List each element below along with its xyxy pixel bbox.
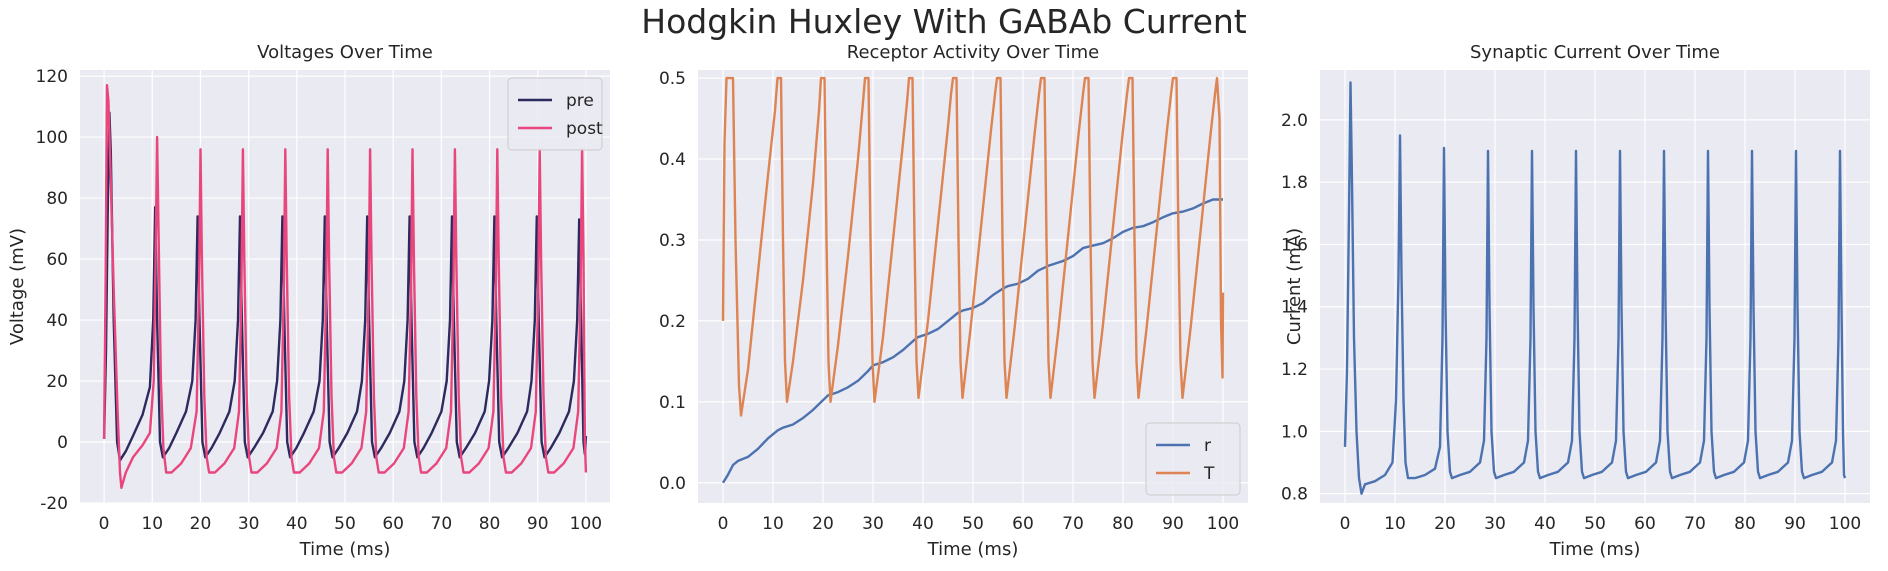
x-axis-label: Time (ms) xyxy=(927,539,1019,560)
y-tick-label: 20 xyxy=(46,372,68,392)
panel-1: 0 10 20 30 40 50 60 70 80 90 100 -20 0 20 40 60 80 100 120… xyxy=(7,42,610,560)
y-tick-label: 0.8 xyxy=(1281,485,1308,505)
series-line-pre xyxy=(102,111,588,462)
legend-label-post: post xyxy=(566,119,603,139)
x-tick-label: 70 xyxy=(1062,514,1084,534)
x-tick-label: 80 xyxy=(1112,514,1134,534)
x-axis-label: Time (ms) xyxy=(299,539,391,560)
y-tick-label: 0.1 xyxy=(659,393,686,413)
y-tick-label: 80 xyxy=(46,189,68,209)
x-tick-label: 60 xyxy=(1012,514,1034,534)
x-axis-label: Time (ms) xyxy=(1549,539,1641,560)
x-tick-label: 30 xyxy=(1484,514,1506,534)
y-tick-label: 1.6 xyxy=(1281,235,1308,255)
y-tick-label: 2.0 xyxy=(1281,111,1308,131)
y-tick-label: 1.8 xyxy=(1281,173,1308,193)
panel-2: 0 10 20 30 40 50 60 70 80 90 100 0.0 0.1 0.2 0.3 0.4 0.5… xyxy=(659,42,1248,560)
legend: rT xyxy=(1145,422,1241,496)
y-tick-label: 0.5 xyxy=(659,69,686,89)
x-tick-label: 10 xyxy=(762,514,784,534)
y-tick-label: 0.0 xyxy=(659,474,686,494)
x-tick-label: 20 xyxy=(812,514,834,534)
panel-title: Receptor Activity Over Time xyxy=(847,42,1099,63)
legend-box xyxy=(507,77,603,151)
x-tick-label: 20 xyxy=(1434,514,1456,534)
figure-title: Hodgkin Huxley With GABAb Current xyxy=(641,2,1247,41)
x-tick-label: 0 xyxy=(718,514,729,534)
x-tick-label: 100 xyxy=(1207,514,1239,534)
legend-box xyxy=(1145,422,1241,496)
y-tick-label: 0.2 xyxy=(659,312,686,332)
x-tick-label: 20 xyxy=(190,514,212,534)
y-tick-label: 0.3 xyxy=(659,231,686,251)
x-tick-label: 90 xyxy=(1162,514,1184,534)
series-line-T xyxy=(721,76,1225,417)
y-tick-label: 120 xyxy=(36,67,68,87)
legend-label-pre: pre xyxy=(566,91,594,111)
y-axis-label: Current (mA) xyxy=(1284,228,1305,345)
panel-3: 0 10 20 30 40 50 60 70 80 90 100 0.8 1.0 1.2 1.4 1.6 1.8… xyxy=(1281,42,1870,560)
panel-title: Voltages Over Time xyxy=(257,42,433,63)
x-tick-label: 40 xyxy=(1534,514,1556,534)
x-tick-label: 70 xyxy=(431,514,453,534)
y-axis-label: Voltage (mV) xyxy=(7,228,28,345)
x-tick-label: 40 xyxy=(912,514,934,534)
panel-title: Synaptic Current Over Time xyxy=(1470,42,1720,63)
x-tick-label: 100 xyxy=(570,514,602,534)
x-tick-label: 0 xyxy=(99,514,110,534)
x-tick-label: 40 xyxy=(286,514,308,534)
y-tick-label: 40 xyxy=(46,311,68,331)
series-line-current xyxy=(1343,81,1847,495)
y-tick-label: 1.0 xyxy=(1281,422,1308,442)
y-tick-label: 60 xyxy=(46,250,68,270)
legend: pre post xyxy=(507,77,603,151)
y-tick-label: 0.4 xyxy=(659,150,686,170)
x-tick-label: 30 xyxy=(862,514,884,534)
x-tick-label: 100 xyxy=(1829,514,1861,534)
x-tick-label: 60 xyxy=(382,514,404,534)
y-tick-label: 0 xyxy=(57,433,68,453)
x-tick-label: 10 xyxy=(141,514,163,534)
x-tick-label: 80 xyxy=(479,514,501,534)
x-tick-label: 10 xyxy=(1384,514,1406,534)
x-tick-label: 50 xyxy=(962,514,984,534)
legend-label-r: r xyxy=(1204,436,1211,456)
x-tick-label: 90 xyxy=(527,514,549,534)
x-tick-label: 0 xyxy=(1340,514,1351,534)
x-tick-label: 30 xyxy=(238,514,260,534)
y-tick-label: 100 xyxy=(36,128,68,148)
y-tick-label: -20 xyxy=(40,494,68,514)
x-tick-label: 90 xyxy=(1784,514,1806,534)
x-tick-label: 60 xyxy=(1634,514,1656,534)
x-tick-label: 50 xyxy=(334,514,356,534)
y-tick-label: 1.2 xyxy=(1281,360,1308,380)
x-tick-label: 50 xyxy=(1584,514,1606,534)
x-tick-label: 70 xyxy=(1684,514,1706,534)
x-tick-label: 80 xyxy=(1734,514,1756,534)
y-tick-label: 1.4 xyxy=(1281,298,1308,318)
series-line-post xyxy=(102,84,588,489)
legend-label-T: T xyxy=(1203,464,1215,484)
